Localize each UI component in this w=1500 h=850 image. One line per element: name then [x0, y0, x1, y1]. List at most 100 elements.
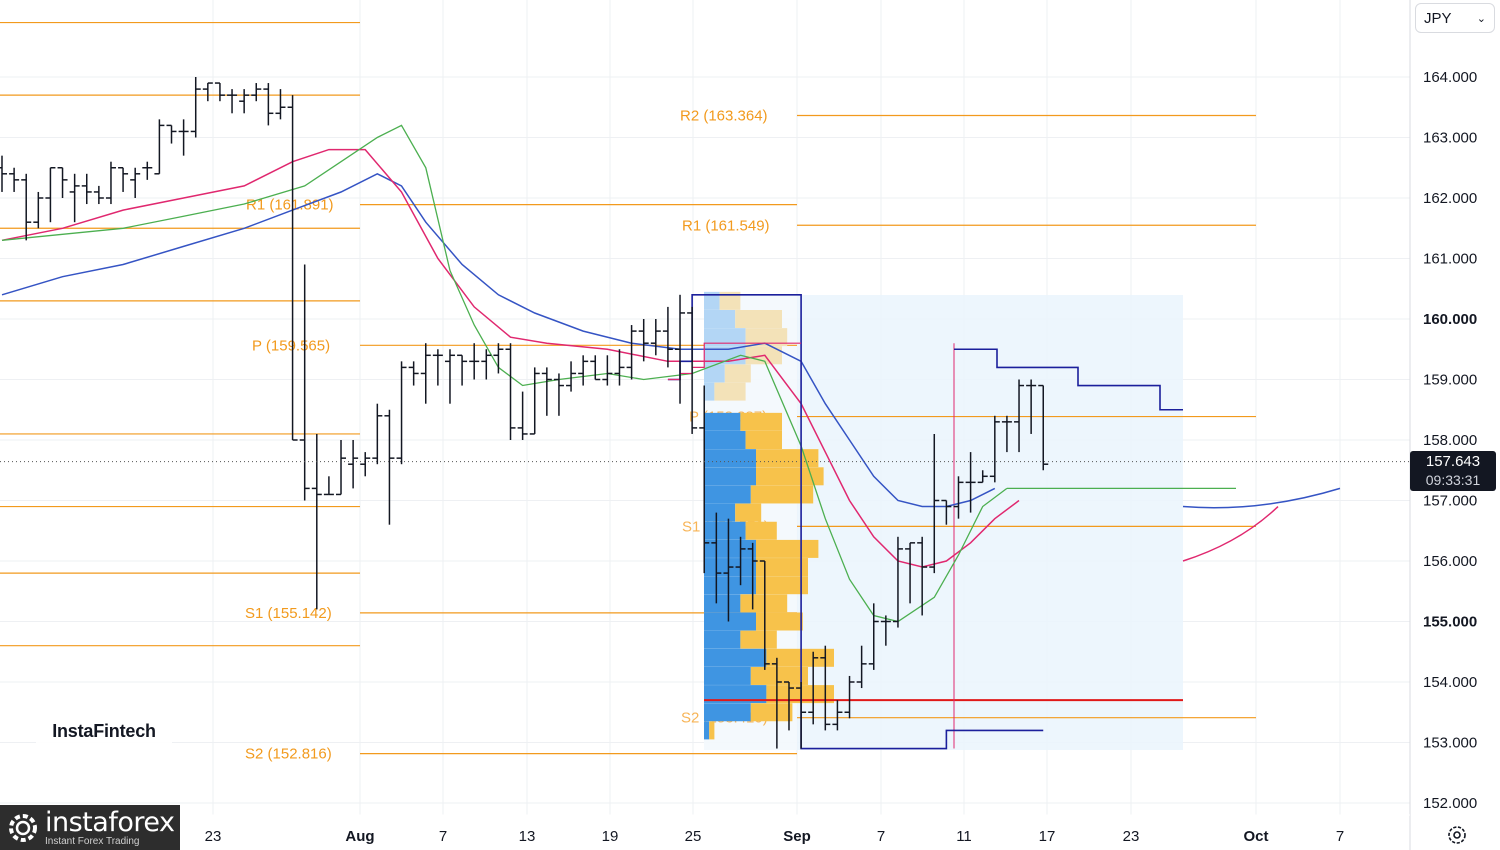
ohlc-bar [105, 161, 116, 205]
volume-bar-sell [714, 382, 746, 401]
ohlc-bar [832, 700, 843, 731]
ohlc-bar [711, 512, 722, 604]
ohlc-bar [856, 645, 867, 689]
x-tick-label: 19 [602, 828, 619, 845]
ohlc-bar [687, 306, 698, 434]
y-tick-label: 158.000 [1423, 432, 1477, 449]
ohlc-bar [747, 542, 758, 610]
volume-bar-sell [750, 485, 814, 504]
volume-bar-buy [704, 648, 767, 667]
currency-value: JPY [1424, 9, 1452, 27]
currency-dropdown[interactable]: JPY ⌄ [1415, 3, 1495, 33]
volume-bar-sell [740, 412, 782, 431]
range-step-line [954, 348, 1183, 411]
ohlc-bar [614, 349, 625, 386]
x-tick-label: 7 [439, 828, 447, 845]
volume-bar-buy [704, 364, 725, 383]
ohlc-bar [796, 682, 807, 749]
volume-bar-buy [704, 630, 741, 649]
y-tick-label: 155.000 [1423, 614, 1477, 631]
ohlc-bar [941, 499, 952, 525]
volume-bar-sell [735, 503, 762, 522]
ohlc-bar [566, 361, 577, 392]
x-tick-label: 11 [956, 828, 972, 845]
x-tick-label: 7 [1336, 828, 1344, 845]
volume-bar-sell [756, 612, 803, 631]
volume-bar-sell [740, 630, 777, 649]
ohlc-bar [81, 173, 92, 205]
volume-bar-buy [704, 666, 751, 685]
volume-bar-sell [745, 521, 777, 540]
volume-bar-buy [704, 449, 756, 468]
ohlc-bar [529, 367, 540, 435]
volume-bar-sell [740, 594, 788, 613]
range-step-line [667, 294, 1044, 750]
ohlc-bar [808, 651, 819, 725]
volume-bar-sell [745, 328, 788, 347]
ohlc-bar [227, 89, 238, 114]
y-tick-label: 156.000 [1423, 553, 1477, 570]
y-tick-label: 153.000 [1423, 735, 1477, 752]
ohlc-bar [505, 343, 516, 440]
volume-bar-buy [704, 721, 710, 740]
y-tick-label: 154.000 [1423, 674, 1477, 691]
ohlc-bar [493, 343, 504, 374]
volume-bar-buy [704, 431, 746, 449]
volume-bar-buy [704, 310, 736, 328]
volume-bar-sell [750, 666, 808, 685]
logo-tagline: Instant Forex Trading [45, 835, 140, 847]
ohlc-bar [905, 542, 916, 604]
ohlc-bar [771, 657, 782, 749]
ohlc-bar [360, 452, 371, 477]
ohlc-bar [650, 319, 661, 356]
ohlc-bar [9, 167, 20, 192]
volume-bar-buy [704, 594, 741, 613]
ohlc-bar [1026, 379, 1037, 434]
ohlc-bar [662, 306, 673, 368]
ohlc-bar [384, 409, 395, 525]
ohlc-bar [444, 349, 455, 404]
ohlc-bar [142, 161, 153, 180]
x-tick-label: 7 [877, 828, 885, 845]
ohlc-bar [118, 167, 129, 192]
volume-bar-sell [756, 449, 819, 468]
chevron-down-icon: ⌄ [1476, 12, 1486, 25]
ohlc-bar [166, 124, 177, 144]
settings-gear-icon[interactable] [1444, 822, 1470, 848]
ohlc-bar [275, 89, 286, 120]
ohlc-bar [553, 373, 564, 416]
ohlc-bar [239, 89, 250, 114]
x-tick-label: Sep [783, 828, 811, 845]
ohlc-bar [408, 361, 419, 386]
ohlc-bar [299, 264, 310, 501]
pivot-label: R2 (163.364) [680, 107, 768, 124]
x-tick-label: 23 [205, 828, 222, 845]
volume-bar-sell [756, 539, 819, 558]
brand-label: InstaFintech [52, 720, 156, 741]
ohlc-bar [93, 185, 104, 205]
volume-bar-buy [704, 485, 751, 504]
ohlc-bar [251, 83, 262, 102]
x-tick-label: Aug [345, 828, 374, 845]
ohlc-bar [214, 82, 225, 102]
ohlc-bar [202, 82, 213, 102]
gear-logo-icon [9, 813, 37, 842]
ohlc-bar [57, 167, 68, 198]
ohlc-bar [759, 560, 770, 670]
ohlc-bar [868, 603, 879, 670]
brand-watermark: InstaFintech [36, 700, 172, 762]
y-tick-label: 152.000 [1423, 795, 1477, 812]
ohlc-bar [880, 615, 891, 646]
y-tick-label: 163.000 [1423, 130, 1477, 147]
instaforex-logo[interactable]: instaforex Instant Forex Trading [0, 805, 180, 850]
ohlc-bar [820, 645, 831, 731]
volume-bar-sell [724, 364, 751, 383]
ohlc-bar [481, 349, 492, 380]
current-price-badge: 157.643 09:33:31 [1410, 451, 1496, 491]
ohlc-bar [735, 536, 746, 586]
ohlc-bar [541, 367, 552, 416]
sma-mid-line [1, 148, 1020, 568]
ohlc-bars [0, 77, 1049, 749]
ohlc-bar [336, 440, 347, 496]
